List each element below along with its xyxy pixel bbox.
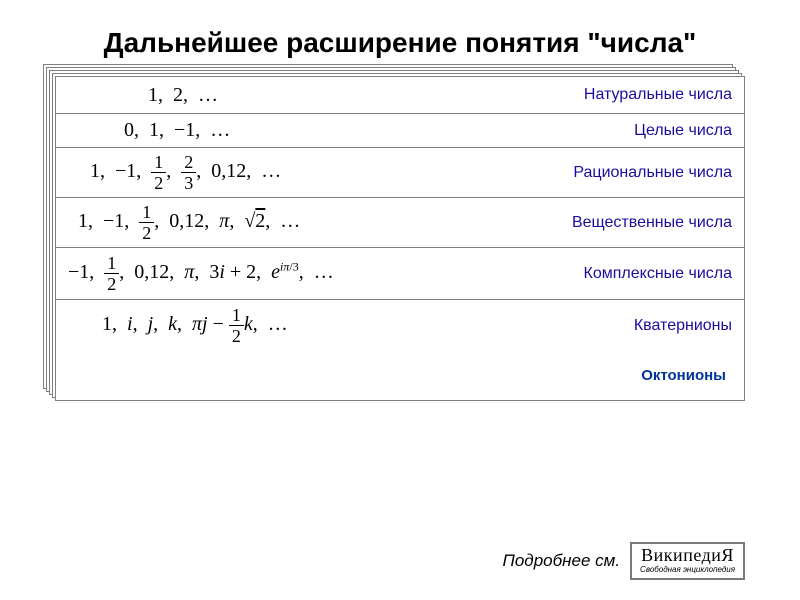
row-natural: 1, 2, …Натуральные числа — [56, 77, 744, 113]
label-real: Вещественные числа — [562, 214, 732, 232]
page-title: Дальнейшее расширение понятия "числа" — [0, 0, 800, 76]
wikipedia-title: ВикипедиЯ — [640, 546, 735, 564]
diagram-front-layer: 1, 2, …Натуральные числа0, 1, −1, …Целые… — [55, 76, 745, 401]
examples-quaternion: 1, i, j, k, πj − 12k, … — [68, 306, 624, 345]
octonion-label: Октонионы — [641, 367, 726, 384]
label-natural: Натуральные числа — [574, 86, 732, 104]
label-integer: Целые числа — [624, 122, 732, 140]
examples-rational: 1, −1, 12, 23, 0,12, … — [68, 153, 563, 192]
footer: Подробнее см. ВикипедиЯ Свободная энцикл… — [503, 542, 745, 580]
examples-real: 1, −1, 12, 0,12, π, √2, … — [68, 203, 562, 242]
examples-natural: 1, 2, … — [68, 84, 574, 107]
label-rational: Рациональные числа — [563, 164, 732, 182]
wikipedia-subtitle: Свободная энциклопедия — [640, 566, 735, 574]
label-quaternion: Кватернионы — [624, 317, 732, 335]
examples-complex: −1, 12, 0,12, π, 3i + 2, eiπ/3, … — [68, 254, 574, 293]
row-complex: −1, 12, 0,12, π, 3i + 2, eiπ/3, …Комплек… — [56, 247, 744, 299]
label-complex: Комплексные числа — [574, 265, 732, 283]
row-rational: 1, −1, 12, 23, 0,12, …Рациональные числа — [56, 147, 744, 197]
wikipedia-badge[interactable]: ВикипедиЯ Свободная энциклопедия — [630, 542, 745, 580]
footer-text: Подробнее см. — [503, 551, 621, 571]
examples-integer: 0, 1, −1, … — [68, 119, 624, 142]
row-integer: 0, 1, −1, …Целые числа — [56, 113, 744, 147]
number-hierarchy-diagram: 1, 2, …Натуральные числа0, 1, −1, …Целые… — [55, 76, 745, 401]
row-quaternion: 1, i, j, k, πj − 12k, …Кватернионы — [56, 299, 744, 351]
octonion-row: Октонионы — [56, 351, 744, 400]
row-real: 1, −1, 12, 0,12, π, √2, …Вещественные чи… — [56, 197, 744, 247]
